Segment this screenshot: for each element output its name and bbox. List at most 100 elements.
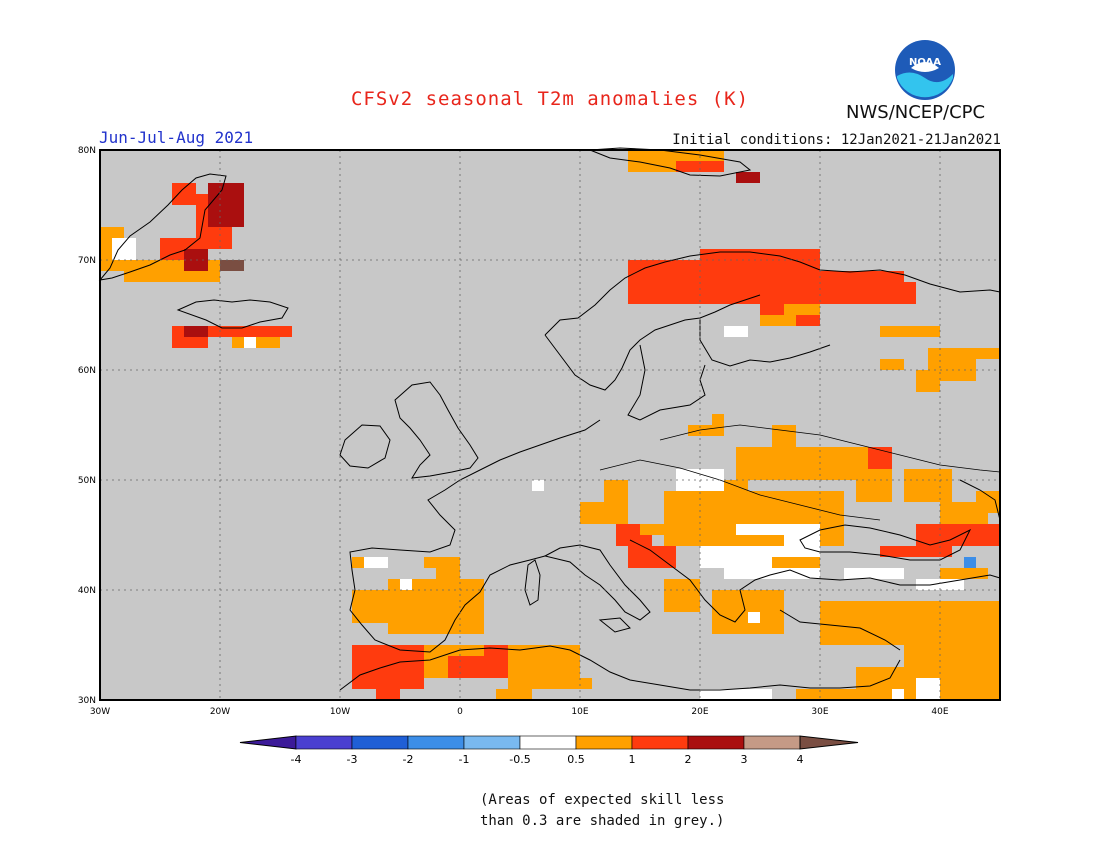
anomaly-cell [208, 183, 244, 227]
map-title: CFSv2 seasonal T2m anomalies (K) [350, 88, 750, 110]
anomaly-cell [244, 337, 256, 348]
lat-tick-label: 40N [78, 586, 96, 596]
anomaly-cell [880, 546, 952, 557]
initial-conditions-label: Initial conditions: 12Jan2021-21Jan2021 [672, 132, 1001, 148]
anomaly-cell [376, 678, 400, 700]
logo-text: NOAA [909, 57, 941, 68]
lon-tick-label: 0 [457, 707, 463, 717]
finland-coast [699, 318, 831, 367]
footnote-line2: than 0.3 are shaded in grey.) [480, 813, 725, 829]
anomaly-cell [880, 359, 904, 370]
anomaly-cell [916, 524, 1000, 546]
lon-tick-label: 10W [330, 707, 350, 717]
anomaly-cell [484, 645, 508, 667]
anomaly-cell [868, 447, 892, 469]
anomaly-cells [100, 150, 1000, 700]
anomaly-cell [772, 557, 820, 568]
map-frame [99, 149, 1001, 701]
coastlines [98, 147, 1001, 691]
ireland-coast [339, 424, 391, 469]
anomaly-cell [724, 480, 748, 491]
anomaly-cell [496, 689, 532, 700]
skill-footnote: (Areas of expected skill less than 0.3 a… [480, 790, 724, 832]
anomaly-cell [172, 183, 196, 205]
scandinavia-coast [544, 251, 1001, 336]
anomaly-cell [544, 645, 580, 656]
anomaly-cell [784, 304, 820, 315]
anomaly-cell [700, 546, 724, 568]
anomaly-cell [844, 568, 904, 579]
colorbar-tick-label: -3 [347, 753, 358, 766]
anomaly-cell [916, 678, 940, 700]
anomaly-cell [748, 612, 760, 623]
lat-tick-label: 50N [78, 476, 96, 486]
colorbar-box [687, 735, 745, 750]
sicily-coast [598, 617, 631, 633]
balkans-coast [629, 539, 1001, 623]
colorbar-tick-label: -4 [291, 753, 302, 766]
lat-tick-label: 30N [78, 696, 96, 706]
lon-tick-label: 10E [571, 707, 588, 717]
italy-coast [543, 544, 651, 621]
anomaly-cell [736, 524, 784, 535]
anomaly-cell [364, 557, 388, 568]
colorbar-min-arrow [239, 735, 297, 750]
lon-tick-label: 40E [931, 707, 948, 717]
noaa-logo: NOAA [893, 38, 957, 106]
europe-west-coast [349, 419, 601, 653]
anomaly-cell [400, 579, 412, 590]
anomaly-cell [700, 689, 772, 700]
anomaly-cell [976, 491, 1000, 513]
great-britain-coast [394, 381, 479, 479]
black-sea-coast [799, 524, 972, 561]
lat-tick-label: 70N [78, 256, 96, 266]
colorbar-tick-label: 0.5 [567, 753, 585, 766]
north-africa-coast [339, 645, 901, 691]
turkey-south [779, 609, 901, 651]
grid-lines [100, 150, 1000, 700]
anomaly-cell [352, 590, 388, 623]
anomaly-cell [256, 326, 292, 337]
colorbar-tick-label: -1 [459, 753, 470, 766]
anomaly-cell [736, 447, 820, 480]
colorbar-box [351, 735, 409, 750]
anomaly-cell [424, 590, 472, 601]
anomaly-cell [580, 678, 592, 689]
anomaly-cell [184, 326, 208, 337]
anomaly-cell [904, 645, 1000, 667]
anomaly-cell [220, 260, 244, 271]
anomaly-cell [880, 326, 940, 337]
corsica-sardinia [524, 559, 541, 606]
anomaly-cell [664, 579, 700, 612]
borders-east [659, 424, 1001, 473]
anomaly-cell [772, 425, 796, 447]
footnote-line1: (Areas of expected skill less [480, 792, 725, 808]
lon-tick-label: 30E [811, 707, 828, 717]
colorbar-max-arrow [799, 735, 859, 750]
anomaly-cell [820, 601, 1000, 645]
lat-tick-label: 80N [78, 146, 96, 156]
colorbar-box [407, 735, 465, 750]
anomaly-cell [112, 238, 136, 260]
scandinavia-south [544, 294, 761, 391]
anomaly-cell [208, 326, 292, 337]
anomaly-cell [424, 557, 448, 568]
anomaly-cell [916, 579, 964, 590]
colorbar-tick-label: 2 [685, 753, 692, 766]
anomaly-cell [892, 689, 904, 700]
anomaly-cell [760, 315, 796, 326]
colorbar-box [295, 735, 353, 750]
anomaly-cell [940, 568, 988, 579]
greenland-coast [98, 173, 227, 281]
anomaly-cell [628, 546, 676, 568]
anomaly-cell [964, 557, 976, 568]
anomaly-cell [724, 326, 748, 337]
agency-label: NWS/NCEP/CPC [846, 102, 986, 123]
lat-tick-labels: 30N 40N 50N 60N 70N 80N [78, 146, 96, 706]
colorbar-tick-label: -0.5 [509, 753, 530, 766]
lat-tick-label: 60N [78, 366, 96, 376]
anomaly-cell [976, 348, 1000, 359]
anomaly-cell [856, 271, 904, 293]
